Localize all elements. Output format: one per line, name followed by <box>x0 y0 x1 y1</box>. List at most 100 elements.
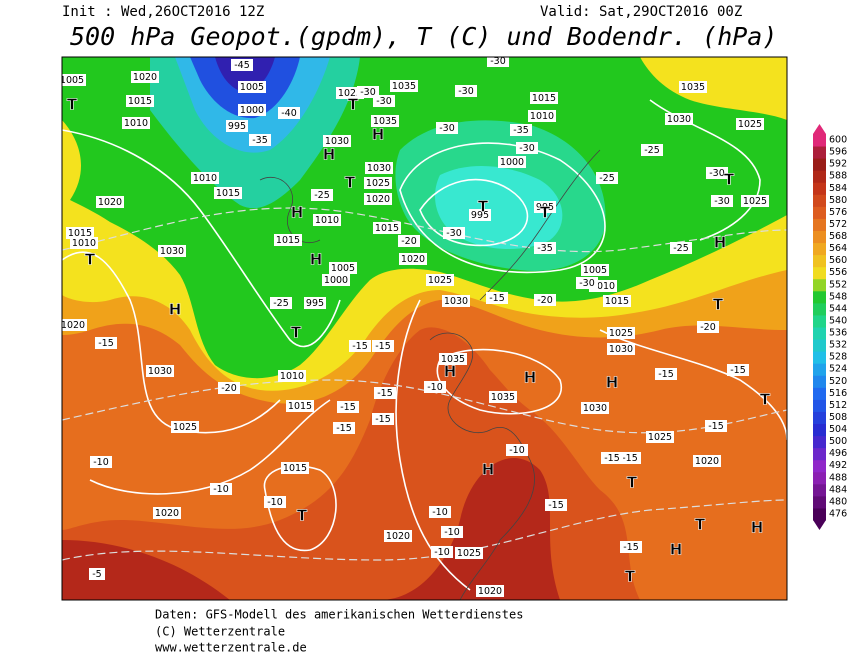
colorbar-swatch <box>813 447 826 461</box>
isobar-label-box <box>534 201 556 213</box>
colorbar-label: 476 <box>829 509 847 520</box>
isobar-label: 995 <box>306 298 324 309</box>
isobar-label-box <box>274 234 302 246</box>
temperature-label-box <box>455 85 477 97</box>
temperature-label-box <box>218 382 240 394</box>
colorbar-label: 512 <box>829 400 847 411</box>
temperature-label-box <box>711 195 733 207</box>
colorbar-arrow-bottom <box>813 520 826 531</box>
isobar-label-box <box>70 237 98 249</box>
coastline <box>259 177 321 243</box>
pressure-center: T <box>760 391 771 409</box>
temperature-label-box <box>311 189 333 201</box>
isobar-label: 1000 <box>240 105 264 116</box>
colorbar-swatch <box>813 182 826 195</box>
colorbar-swatch <box>813 483 826 497</box>
isobar-label: 1015 <box>128 96 152 107</box>
temperature-label: -30 <box>579 278 595 289</box>
temperature-label: -30 <box>490 56 506 67</box>
isobar-label: 1000 <box>324 275 348 286</box>
isobars <box>62 99 787 591</box>
temperature-label: -30 <box>446 228 462 239</box>
isobar-line <box>399 142 606 274</box>
pressure-center: H <box>751 519 764 537</box>
footer-copyright: (C) Wetterzentrale <box>155 625 285 639</box>
isobar-label: 1015 <box>283 463 307 474</box>
colorbar-swatch <box>813 266 826 280</box>
isobar-label: 1015 <box>375 223 399 234</box>
temperature-label: -15 <box>604 453 620 464</box>
temperature-label-box <box>424 381 446 393</box>
map-labels: 1020100510151010100510009951010101510201… <box>60 56 771 597</box>
isobar-label-box <box>126 95 154 107</box>
colorbar-label: 592 <box>829 159 847 170</box>
colorbar-arrow-top <box>813 123 826 134</box>
temperature-label-box <box>727 364 749 376</box>
temperature-label: -10 <box>93 457 109 468</box>
temperature-label: -40 <box>281 108 297 119</box>
isobar-label-box <box>96 196 124 208</box>
pressure-center: H <box>444 363 457 381</box>
isobar-label: 1025 <box>609 328 633 339</box>
temperature-label-box <box>90 456 112 468</box>
temperature-label: -30 <box>519 143 535 154</box>
temperature-label-box <box>431 546 453 558</box>
temperature-label: -25 <box>314 190 330 201</box>
isobar-label-box <box>62 74 86 86</box>
colorbar-label: 572 <box>829 219 847 230</box>
temperature-label-box <box>373 95 395 107</box>
isobar-label-box <box>581 402 609 414</box>
isobar-label: 1025 <box>738 119 762 130</box>
colorbar-label: 544 <box>829 303 847 314</box>
isobar-label: 1010 <box>193 173 217 184</box>
colorbar-swatch <box>813 363 826 376</box>
temperature-label: -15 <box>336 423 352 434</box>
temperature-label-box <box>429 506 451 518</box>
temperature-label: -15 <box>658 369 674 380</box>
temperature-label: -10 <box>427 382 443 393</box>
isobar-label-box <box>286 400 314 412</box>
temperature-label-box <box>705 420 727 432</box>
colorbar-swatch <box>813 158 826 171</box>
temperature-label: -30 <box>709 168 725 179</box>
isobar-label: 1005 <box>583 265 607 276</box>
pressure-center: T <box>85 251 96 269</box>
pressure-center: T <box>695 516 706 534</box>
isobar-label: 1025 <box>648 432 672 443</box>
isobar-label-box <box>214 187 242 199</box>
isotherm-line <box>62 207 787 253</box>
isobar-label-box <box>226 120 248 132</box>
colorbar-label: 528 <box>829 352 847 363</box>
colorbar-swatch <box>813 459 826 473</box>
pressure-center: T <box>625 568 636 586</box>
temperature-label-box <box>670 242 692 254</box>
colorbar-label: 500 <box>829 436 847 447</box>
isobar-line <box>599 329 787 441</box>
colorbar-swatch <box>813 206 826 219</box>
colorbar-swatch <box>813 230 826 244</box>
isobar-label: 1020 <box>155 508 179 519</box>
isobar-label-box <box>171 421 199 433</box>
isobar-label: 1020 <box>695 456 719 467</box>
footer-url: www.wetterzentrale.de <box>155 641 307 655</box>
temperature-label: -10 <box>432 507 448 518</box>
pressure-center: H <box>670 541 683 559</box>
temperature-label: -30 <box>714 196 730 207</box>
temperature-label-box <box>601 452 623 464</box>
colorbar-swatch <box>813 194 826 207</box>
colorbar-label: 516 <box>829 388 847 399</box>
temperature-label: -30 <box>439 123 455 134</box>
pressure-center: T <box>291 324 302 342</box>
isobar-label-box <box>278 370 306 382</box>
isobar-label-box <box>528 110 556 122</box>
isobar-label: 1005 <box>60 75 84 86</box>
pressure-center: H <box>323 146 336 164</box>
isobar-label-box <box>530 92 558 104</box>
isobar-line <box>263 465 337 552</box>
isobar-label-box <box>146 365 174 377</box>
isobar-label-box <box>581 264 609 276</box>
temperature-label-box <box>516 142 538 154</box>
temperature-label: -35 <box>513 125 529 136</box>
